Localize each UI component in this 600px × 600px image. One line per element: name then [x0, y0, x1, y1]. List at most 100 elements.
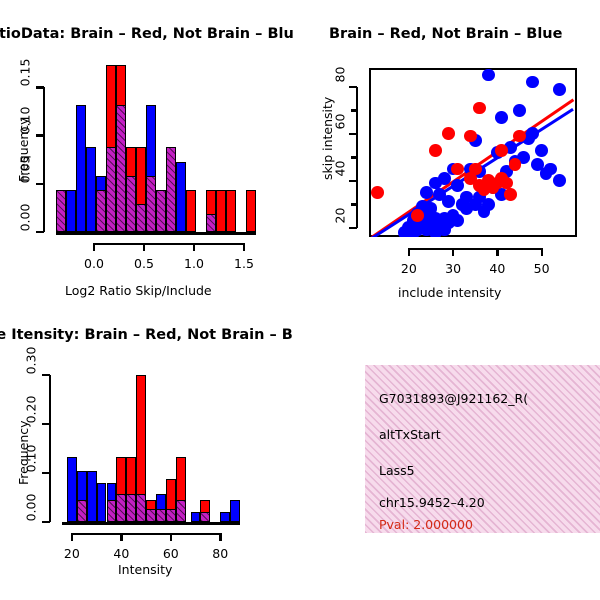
histogram-bar-overlap	[76, 500, 87, 522]
x-tick	[193, 243, 196, 251]
histogram-bar	[156, 189, 166, 232]
y-tick-label: 0.15	[17, 58, 33, 87]
y-minor-tick	[351, 109, 357, 112]
scatter-point	[504, 188, 517, 202]
x-tick-label: 40	[489, 261, 506, 276]
histogram-bar	[220, 512, 231, 522]
intensity-histogram-title: ne Itensity: Brain – Red, Not Brain – B	[0, 327, 293, 343]
scatter-plotarea: 20 40 60 80 20 30 40 50	[300, 0, 600, 300]
scatter-point	[420, 186, 433, 199]
histogram-bar	[66, 189, 76, 232]
histogram-bar	[86, 147, 96, 232]
x-tick	[540, 248, 543, 256]
scatter-point	[428, 143, 442, 157]
histogram-bar-overlap	[106, 500, 117, 522]
panel-intensity-scatter: Brain – Red, Not Brain – Blue skip inten…	[300, 0, 600, 310]
x-tick-label: 0.5	[134, 256, 154, 271]
scatter-frame	[369, 68, 577, 237]
histogram-bar-overlap	[116, 494, 127, 522]
scatter-point	[552, 174, 566, 188]
y-minor-tick	[351, 156, 357, 159]
x-tick	[169, 533, 173, 541]
ratio-histogram-title: RatioData: Brain – Red, Not Brain – Blu	[0, 26, 294, 42]
y-tick-label: 0.10	[23, 444, 39, 473]
y-axis-line	[49, 374, 52, 522]
y-tick	[36, 86, 44, 89]
scatter-xlabel: include intensity	[398, 285, 502, 300]
y-tick	[42, 521, 50, 524]
scatter-point	[437, 223, 451, 237]
histogram-bar-overlap	[126, 175, 136, 232]
x-tick	[93, 243, 96, 251]
histogram-baseline	[56, 232, 256, 235]
scatter-point	[442, 127, 456, 141]
y-tick-label: 60	[332, 113, 348, 130]
scatter-point	[451, 178, 464, 192]
y-tick	[36, 231, 44, 234]
panel-ratio-histogram: RatioData: Brain – Red, Not Brain – Blu …	[0, 0, 300, 310]
scatter-point	[508, 157, 522, 171]
histogram-bar-overlap	[96, 189, 106, 232]
histogram-bar-overlap	[146, 175, 156, 232]
histogram-bar	[186, 189, 196, 232]
histogram-bar	[86, 470, 97, 522]
histogram-bar	[56, 189, 66, 232]
histogram-bar-overlap	[136, 494, 147, 522]
scatter-point	[371, 186, 385, 199]
y-tick	[349, 85, 357, 89]
scatter-point	[530, 157, 544, 171]
histogram-bar	[230, 500, 240, 522]
x-tick-label: 60	[162, 546, 179, 561]
scatter-point	[552, 82, 566, 96]
x-tick-label: 20	[63, 546, 80, 561]
scatter-title: Brain – Red, Not Brain – Blue	[329, 26, 563, 42]
histogram-bar	[76, 105, 86, 232]
x-tick	[407, 248, 411, 256]
scatter-point	[464, 171, 478, 185]
y-tick	[42, 422, 50, 426]
histogram-bar-overlap	[155, 509, 166, 522]
x-axis-line	[71, 533, 221, 536]
scatter-point	[495, 110, 509, 124]
y-tick-label: 0.30	[23, 346, 39, 375]
scatter-point	[535, 143, 548, 157]
annotation-probe-id: G7031893@J921162_R(	[379, 391, 529, 406]
annotation-locus: chr15.9452–4.20	[379, 495, 485, 510]
y-minor-tick	[351, 203, 357, 206]
x-tick-label: 0.0	[84, 256, 104, 271]
x-tick	[243, 243, 246, 251]
scatter-x-axis-line	[408, 248, 542, 251]
scatter-point	[428, 225, 442, 237]
scatter-point	[398, 225, 411, 237]
y-tick-label: 0.05	[17, 155, 33, 184]
histogram-bar-overlap	[165, 509, 176, 522]
annotation-pvalue: Pval: 2.000000	[379, 517, 473, 532]
histogram-bar	[246, 189, 256, 232]
histogram-bar	[166, 147, 176, 232]
histogram-bar	[226, 189, 236, 232]
y-tick	[36, 134, 44, 137]
intensity-histogram-xlabel: Intensity	[118, 562, 173, 577]
panel-annotation: G7031893@J921162_R( altTxStart Lass5 chr…	[300, 310, 600, 600]
histogram-bar	[66, 457, 77, 522]
ratio-histogram-xlabel: Log2 Ratio Skip/Include	[65, 283, 212, 298]
scatter-point	[459, 202, 473, 216]
y-tick	[349, 179, 357, 183]
x-tick	[143, 243, 146, 251]
y-tick-label: 80	[332, 66, 348, 83]
annotation-gene: Lass5	[379, 463, 415, 478]
annotation-box: G7031893@J921162_R( altTxStart Lass5 chr…	[365, 365, 600, 533]
y-tick	[36, 182, 44, 186]
histogram-bar-overlap	[136, 203, 146, 232]
histogram-bar-overlap	[175, 500, 186, 522]
histogram-bar	[216, 189, 226, 232]
histogram-bar-overlap	[116, 105, 126, 232]
histogram-baseline	[62, 522, 240, 525]
scatter-point	[451, 214, 464, 227]
scatter-point	[513, 129, 526, 143]
scatter-point	[464, 129, 478, 143]
scatter-point	[526, 75, 540, 89]
y-tick	[349, 226, 357, 229]
scatter-point	[451, 162, 464, 176]
y-tick-label: 20	[332, 207, 348, 224]
